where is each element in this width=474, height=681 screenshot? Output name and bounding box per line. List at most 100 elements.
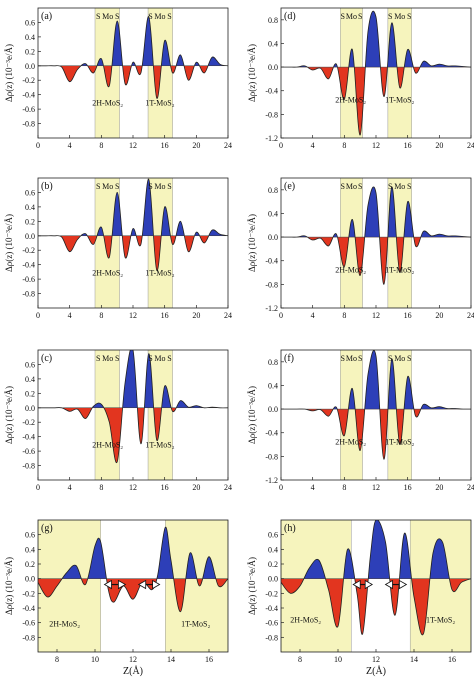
y-axis-label: Δρ(z) (10⁻³e/Å)	[247, 557, 257, 615]
negative-area-group	[281, 578, 471, 635]
atom-label: S	[148, 12, 152, 21]
positive-area-group	[296, 186, 471, 238]
atom-label: S	[148, 354, 152, 363]
series-group	[38, 178, 228, 271]
atom-label: S	[407, 182, 411, 191]
y-axis-label: Δρ(z) (10⁻³e/Å)	[247, 44, 257, 102]
region-label: 1T-MoS₂	[145, 269, 174, 278]
y-tick-label: -1.2	[265, 304, 278, 313]
x-tick-label: 4	[311, 483, 315, 492]
negative-area-group	[38, 235, 228, 271]
y-axis-label: Δρ(z) (10⁻³e/Å)	[4, 44, 14, 102]
y-tick-label: 0.0	[268, 63, 278, 72]
y-tick-label: -0.4	[265, 604, 278, 613]
y-tick-label: -0.6	[265, 619, 278, 628]
panel-label: (a)	[41, 11, 52, 22]
x-tick-label: 10	[91, 655, 99, 664]
y-tick-label: 0.6	[25, 360, 35, 369]
y-tick-label: -0.6	[22, 105, 35, 114]
atom-label: S	[96, 182, 100, 191]
x-tick-label: 16	[404, 141, 412, 150]
atom-label: S	[115, 12, 119, 21]
atom-label: S	[115, 354, 119, 363]
positive-area-group	[296, 11, 471, 68]
region-label: 1T-MoS₂	[385, 96, 414, 105]
atom-label: S	[388, 182, 392, 191]
atom-label: S	[407, 12, 411, 21]
x-tick-label: 24	[467, 483, 474, 492]
atom-label: Mo	[394, 12, 405, 21]
y-tick-label: 0.0	[25, 575, 35, 584]
x-tick-label: 12	[129, 655, 137, 664]
series-line	[281, 10, 471, 136]
region-label: 1T-MoS₂	[145, 99, 174, 108]
series-line	[281, 520, 471, 636]
panel-label: (d)	[284, 11, 296, 22]
region-label: 2H-MoS₂	[335, 96, 366, 105]
series-group	[281, 186, 471, 285]
series-area-positive	[296, 186, 471, 238]
transfer-arrow-head-right	[364, 579, 374, 590]
y-tick-label: 0.4	[268, 209, 278, 218]
y-tick-label: -0.8	[22, 290, 35, 299]
x-tick-label: 10	[334, 655, 342, 664]
transfer-arrow-head-right	[152, 579, 161, 590]
y-tick-label: 0.2	[268, 560, 278, 569]
y-tick-label: 0.4	[268, 381, 278, 390]
y-tick-label: 0.2	[25, 217, 35, 226]
x-axis-label: Z(Å)	[123, 665, 143, 677]
series-line	[38, 526, 228, 613]
x-tick-label: 24	[224, 483, 232, 492]
region-label: 2H-MoS₂	[290, 616, 321, 625]
region-label: 2H-MoS₂	[92, 99, 123, 108]
x-tick-label: 0	[279, 483, 283, 492]
x-tick-label: 16	[448, 655, 456, 664]
x-tick-label: 12	[129, 311, 137, 320]
atom-label: Mo	[346, 12, 357, 21]
x-tick-label: 24	[467, 141, 474, 150]
x-tick-label: 16	[205, 655, 213, 664]
transfer-arrow-head-right	[118, 579, 127, 590]
x-tick-label: 12	[129, 483, 137, 492]
atom-label: S	[115, 182, 119, 191]
atom-label: S	[148, 182, 152, 191]
y-tick-label: -0.8	[265, 633, 278, 642]
atom-label: S	[341, 12, 345, 21]
atom-label: S	[167, 12, 171, 21]
panel-label: (h)	[284, 523, 296, 534]
series-area-negative	[38, 578, 228, 612]
series-line	[281, 350, 471, 460]
y-tick-label: 0.2	[25, 47, 35, 56]
y-tick-label: -0.2	[22, 76, 35, 85]
y-tick-label: -0.6	[22, 619, 35, 628]
region-label: 2H-MoS₂	[92, 441, 123, 450]
y-tick-label: -1.2	[265, 134, 278, 143]
y-tick-label: 0.0	[25, 62, 35, 71]
atom-label: Mo	[154, 354, 165, 363]
y-tick-label: 0.4	[25, 375, 35, 384]
series-line	[38, 16, 228, 99]
atom-label: Mo	[102, 182, 113, 191]
positive-area-group	[47, 179, 228, 236]
x-tick-label: 12	[129, 141, 137, 150]
x-tick-label: 8	[99, 141, 103, 150]
x-tick-label: 20	[435, 141, 443, 150]
y-tick-label: -0.8	[265, 280, 278, 289]
x-tick-label: 20	[192, 311, 200, 320]
panel-label: (e)	[284, 181, 295, 192]
x-tick-label: 4	[68, 141, 72, 150]
y-tick-label: 0.0	[268, 575, 278, 584]
positive-area-group	[47, 16, 228, 66]
x-tick-label: 8	[298, 655, 302, 664]
transfer-arrow-head-left	[352, 579, 361, 590]
atom-label: Mo	[346, 354, 357, 363]
y-tick-label: 0.4	[25, 33, 35, 42]
series-area-negative	[38, 65, 228, 99]
y-tick-label: -0.4	[22, 91, 35, 100]
atom-label: S	[388, 354, 392, 363]
atom-label: S	[96, 12, 100, 21]
x-tick-label: 16	[161, 483, 169, 492]
series-line	[38, 178, 228, 271]
chart-panel: -0.8 -0.6 -0.4 -0.2 0.0 0.2 0.4 0.6 8 10 12 14 16 (h)…	[247, 519, 472, 677]
